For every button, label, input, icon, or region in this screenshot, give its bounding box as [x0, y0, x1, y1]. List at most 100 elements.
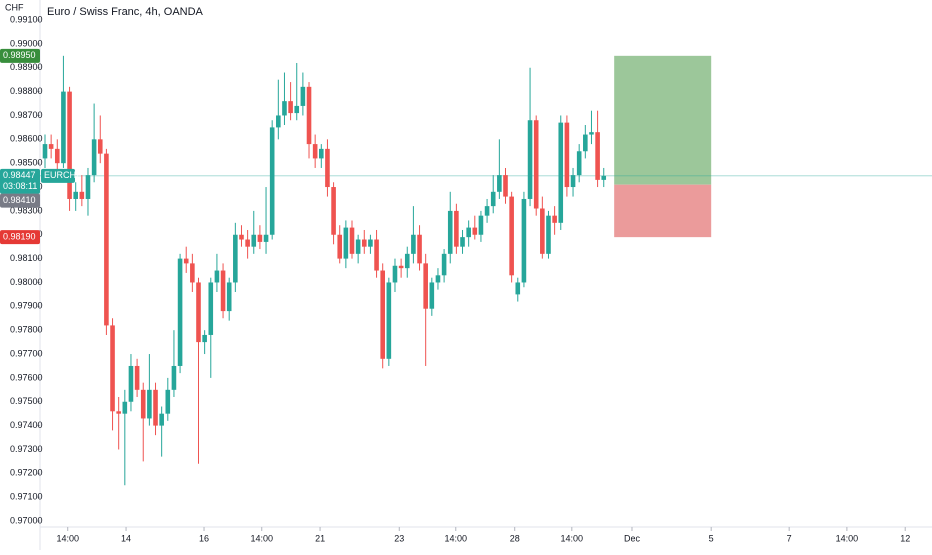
candle-body [134, 365, 140, 390]
candle-body [337, 234, 343, 259]
y-tick-label: 0.98100 [10, 253, 43, 263]
candle-body [368, 239, 373, 247]
stop-loss-label-box [0, 230, 40, 245]
candle-body [411, 234, 416, 254]
candle-body [110, 325, 115, 412]
y-tick-label: 0.99100 [10, 14, 43, 24]
candle-body [147, 389, 152, 419]
x-tick-label: 16 [199, 533, 209, 543]
candle-body [294, 105, 300, 114]
candle-body [472, 227, 478, 235]
candle-body [361, 239, 367, 247]
candle-body [576, 151, 582, 176]
candle-body [97, 139, 103, 154]
candle-body [282, 101, 287, 116]
candle-body [454, 210, 459, 247]
y-tick-label: 0.97200 [10, 468, 43, 478]
candle-body [177, 258, 183, 366]
candle-body [226, 282, 232, 312]
candle-body [380, 270, 385, 359]
symbol-box [41, 168, 75, 183]
y-tick-label: 0.97600 [10, 372, 43, 382]
y-tick-label: 0.97100 [10, 492, 43, 502]
x-tick-label: 12 [900, 533, 910, 543]
x-tick-label: 14:00 [561, 533, 584, 543]
candle-body [288, 101, 293, 114]
y-tick-label: 0.98500 [10, 158, 43, 168]
candle-body [122, 401, 128, 414]
take-profit-label: 0.98950 [3, 50, 36, 60]
x-tick-label: 14:00 [250, 533, 273, 543]
profit-zone [614, 55, 712, 185]
y-tick-label: 0.97300 [10, 444, 43, 454]
candle-body [79, 191, 85, 199]
last-price-label: 0.98447 [3, 170, 36, 180]
y-tick-label: 0.98700 [10, 110, 43, 120]
y-tick-label: 0.98900 [10, 62, 43, 72]
candle-body [239, 234, 244, 240]
candle-body [558, 122, 564, 223]
candle-body [429, 282, 435, 309]
y-tick-label: 0.98000 [10, 277, 43, 287]
candle-body [214, 270, 220, 283]
candle-body [54, 148, 60, 164]
candle-body [331, 187, 336, 235]
y-tick-label: 0.99000 [10, 38, 43, 48]
x-tick-label: 14:00 [836, 533, 859, 543]
candle-body [349, 227, 355, 254]
y-tick-label: 0.97000 [10, 515, 43, 525]
y-tick-label: 0.97800 [10, 325, 43, 335]
candle-body [319, 148, 324, 159]
candle-body [67, 91, 72, 199]
candle-body [269, 127, 275, 235]
candle-body [386, 282, 392, 359]
candle-body [478, 215, 484, 235]
candle-body [484, 206, 490, 216]
candle-body [533, 120, 539, 209]
candle-body [595, 132, 600, 180]
candle-body [589, 132, 594, 135]
stop-loss-label: 0.98190 [3, 232, 36, 242]
x-tick-label: 14 [121, 533, 131, 543]
candle-body [128, 365, 134, 402]
candle-body [509, 196, 514, 276]
entry-label-box [0, 193, 40, 208]
candle-body [570, 175, 576, 188]
candle-body [85, 175, 91, 199]
candle-body [435, 275, 441, 283]
candle-body [460, 237, 465, 247]
x-tick-label: 28 [510, 533, 520, 543]
candle-body [404, 253, 410, 269]
candle-body [497, 175, 502, 192]
y-tick-label: 0.98600 [10, 134, 43, 144]
candle-body [183, 258, 189, 264]
y-tick-label: 0.97700 [10, 348, 43, 358]
candle-body [159, 413, 164, 426]
candle-body [202, 334, 207, 343]
candle-body [42, 144, 48, 159]
candle-body [91, 139, 97, 176]
candle-body [300, 86, 306, 106]
candle-body [564, 122, 570, 188]
candle-body [153, 389, 158, 426]
candle-body [521, 198, 527, 283]
candle-body [355, 239, 361, 254]
x-tick-label: Dec [624, 533, 641, 543]
candle-body [540, 208, 545, 254]
candle-body [490, 191, 496, 207]
candle-body [441, 253, 447, 276]
candle-body [374, 239, 379, 271]
candle-body [312, 144, 318, 159]
y-tick-label: 0.98800 [10, 86, 43, 96]
x-tick-label: 5 [709, 533, 714, 543]
candle-body [165, 389, 171, 414]
candle-body [325, 148, 330, 188]
candle-body [48, 144, 54, 149]
candle-body [503, 175, 508, 197]
candle-body [61, 91, 66, 164]
candle-body [423, 263, 428, 309]
x-tick-label: 23 [394, 533, 404, 543]
candle-body [220, 270, 226, 312]
